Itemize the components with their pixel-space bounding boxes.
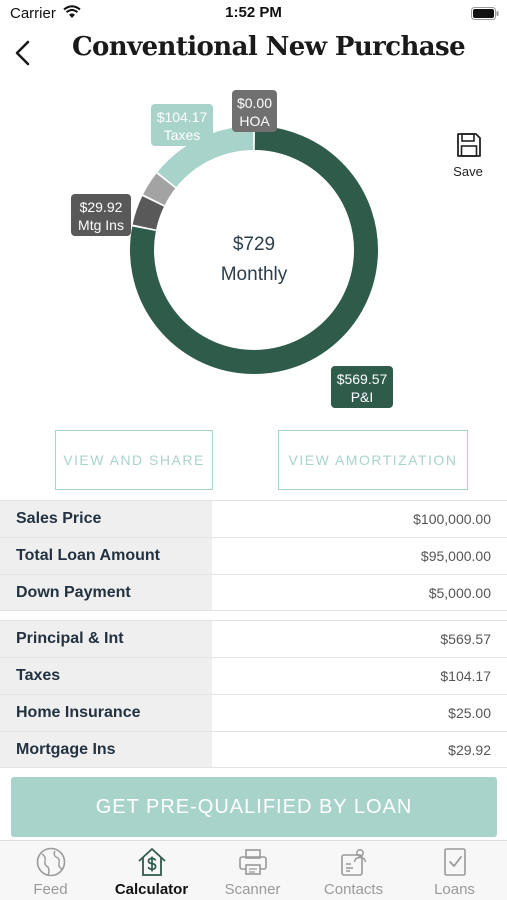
clock: 1:52 PM: [225, 4, 282, 21]
payment-donut-chart: [0, 80, 507, 420]
payment-breakdown-table: Principal & Int $569.57 Taxes $104.17 Ho…: [0, 620, 507, 768]
donut-slice-mtg-ins: [132, 196, 165, 230]
hoa-callout-amount: $0.00: [236, 95, 273, 111]
row-value: $29.92: [448, 742, 491, 758]
tab-label: Feed: [33, 881, 68, 898]
chevron-left-icon: [15, 40, 30, 66]
hoa-callout: $0.00 HOA: [232, 90, 277, 132]
table-row: Sales Price $100,000.00: [0, 500, 507, 537]
row-label: Down Payment: [0, 575, 212, 610]
monthly-payment-label: Monthly: [220, 264, 288, 285]
tab-loans[interactable]: Loans: [404, 841, 505, 900]
tab-contacts[interactable]: Contacts: [303, 841, 404, 900]
pi-callout-amount: $569.57: [336, 371, 388, 387]
table-row: Down Payment $5,000.00: [0, 574, 507, 611]
house-dollar-icon: [138, 848, 166, 876]
donut-slice-hoa: [143, 173, 176, 206]
tab-label: Calculator: [114, 881, 189, 898]
tab-bar: Feed Calculator Scanner Contacts: [0, 840, 507, 900]
tab-scanner[interactable]: Scanner: [202, 841, 303, 900]
get-pre-qualified-button[interactable]: GET PRE-QUALIFIED BY LOAN: [11, 777, 497, 837]
loan-details-table: Sales Price $100,000.00 Total Loan Amoun…: [0, 500, 507, 611]
table-row: Total Loan Amount $95,000.00: [0, 537, 507, 574]
tab-feed[interactable]: Feed: [0, 841, 101, 900]
row-label: Sales Price: [0, 501, 212, 537]
back-button[interactable]: [8, 36, 38, 70]
row-label: Principal & Int: [0, 621, 212, 657]
donut-slice-p-i: [130, 126, 378, 374]
page-title: Conventional New Purchase: [71, 32, 466, 62]
row-label: Mortgage Ins: [0, 732, 212, 767]
monthly-payment-amount: $729: [232, 234, 276, 255]
wifi-icon: [63, 5, 81, 18]
donut-slice-taxes: [157, 126, 254, 188]
row-label: Total Loan Amount: [0, 538, 212, 574]
mtg-ins-callout-label: Mtg Ins: [78, 217, 124, 233]
table-row: Home Insurance $25.00: [0, 694, 507, 731]
mtg-ins-callout: $29.92 Mtg Ins: [71, 194, 131, 236]
row-value: $25.00: [448, 705, 491, 721]
contacts-icon: [341, 849, 367, 876]
globe-icon: [36, 847, 66, 877]
mtg-ins-callout-amount: $29.92: [79, 199, 123, 215]
floppy-disk-icon: [457, 133, 481, 157]
pi-callout: $569.57 P&I: [331, 366, 393, 408]
save-button[interactable]: Save: [447, 132, 489, 182]
row-label: Taxes: [0, 658, 212, 694]
tab-calculator[interactable]: Calculator: [101, 841, 202, 900]
printer-icon: [239, 849, 267, 875]
hoa-callout-label: HOA: [239, 113, 270, 129]
tab-label: Loans: [434, 881, 475, 898]
taxes-callout: $104.17 Taxes: [151, 104, 213, 146]
status-bar: Carrier 1:52 PM: [0, 0, 507, 28]
taxes-callout-label: Taxes: [163, 127, 201, 143]
carrier-label: Carrier: [10, 5, 56, 22]
taxes-callout-amount: $104.17: [156, 109, 208, 125]
view-amortization-button[interactable]: VIEW AMORTIZATION: [278, 430, 468, 490]
tab-label: Scanner: [224, 881, 281, 898]
tab-label: Contacts: [323, 881, 384, 898]
table-row: Taxes $104.17: [0, 657, 507, 694]
row-value: $5,000.00: [428, 585, 491, 601]
pi-callout-label: P&I: [350, 389, 374, 405]
document-check-icon: [444, 848, 466, 876]
row-label: Home Insurance: [0, 695, 212, 731]
table-row: Mortgage Ins $29.92: [0, 731, 507, 768]
battery-icon: [471, 7, 499, 20]
save-label: Save: [453, 164, 483, 179]
view-and-share-button[interactable]: VIEW AND SHARE: [55, 430, 213, 490]
table-row: Principal & Int $569.57: [0, 620, 507, 657]
row-value: $95,000.00: [420, 548, 491, 564]
row-value: $569.57: [440, 631, 491, 647]
row-value: $100,000.00: [413, 511, 491, 527]
row-value: $104.17: [440, 668, 491, 684]
